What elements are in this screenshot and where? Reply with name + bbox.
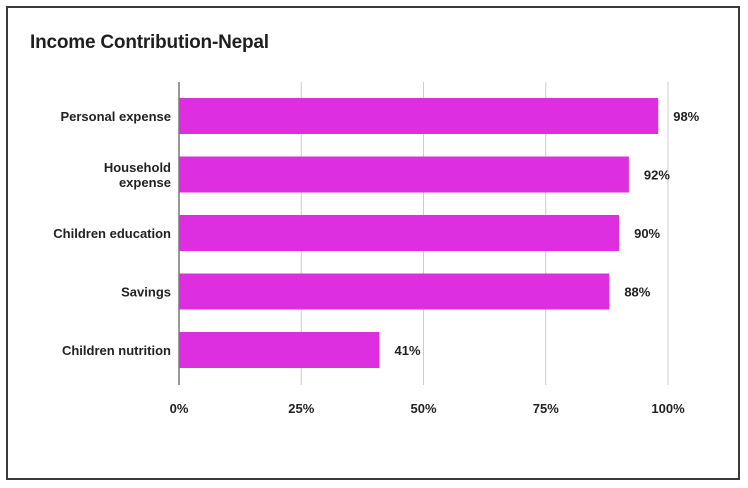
value-label-3: 88% [624,285,650,300]
category-label-2-line-0: Children education [53,226,171,241]
chart-title: Income Contribution-Nepal [30,32,269,53]
category-label-2: Children education [53,226,171,241]
value-label-1: 92% [644,168,670,183]
value-label-0: 98% [673,109,699,124]
x-tick-label-4: 100% [651,401,685,416]
category-label-0: Personal expense [60,109,171,124]
x-tick-label-0: 0% [170,401,189,416]
category-label-4-line-0: Children nutrition [62,343,171,358]
category-label-1-line-0: Household [104,160,171,175]
category-label-3: Savings [121,285,171,300]
value-label-2: 90% [634,226,660,241]
x-tick-label-3: 75% [533,401,559,416]
bar-2 [179,215,620,251]
bar-1 [179,156,629,193]
x-tick-label-2: 50% [410,401,436,416]
category-label-1: Household expense [104,160,171,190]
value-label-4: 41% [394,343,420,358]
x-tick-label-1: 25% [288,401,314,416]
category-label-0-line-0: Personal expense [60,109,171,124]
bar-4 [179,332,380,368]
bar-0 [179,98,659,134]
category-label-4: Children nutrition [62,343,171,358]
category-label-1-line-1: expense [119,175,171,190]
bar-3 [179,273,610,310]
category-label-3-line-0: Savings [121,285,171,300]
